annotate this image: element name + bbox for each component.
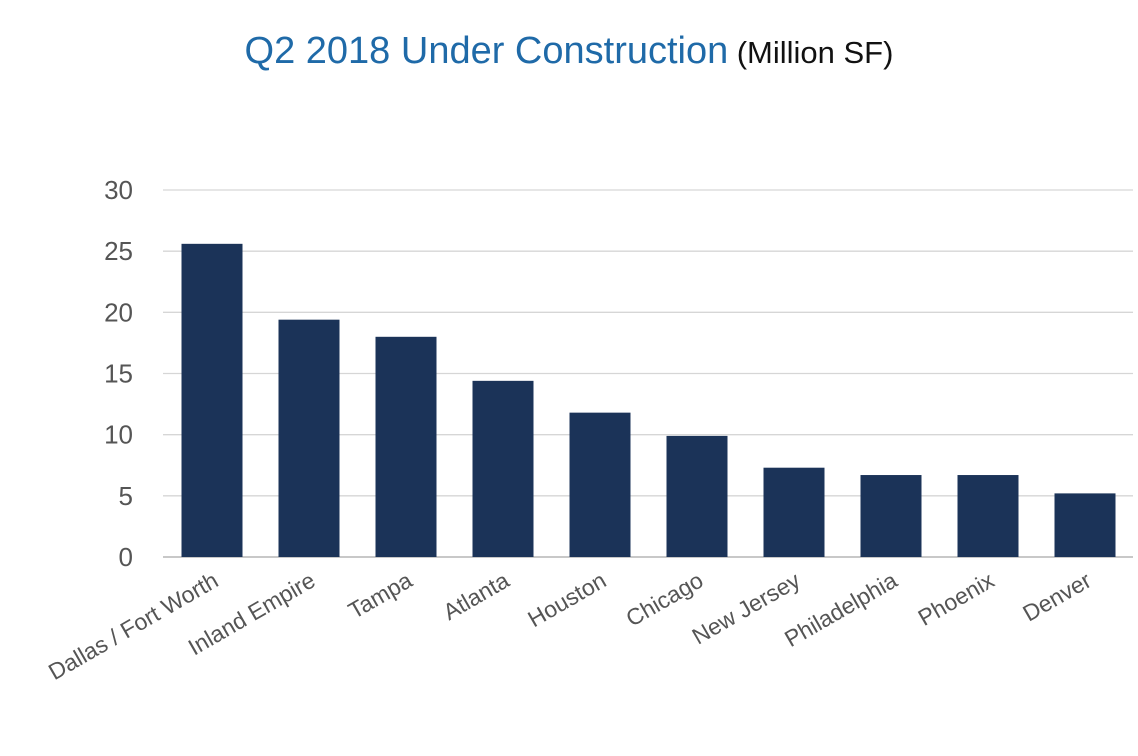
x-category-label: Denver xyxy=(1018,567,1096,627)
x-category-label: Phoenix xyxy=(914,567,999,631)
bar xyxy=(666,435,728,557)
x-category-label: Houston xyxy=(523,567,610,632)
y-tick-label: 25 xyxy=(104,236,133,266)
y-axis-ticks: 0 5 10 15 20 25 30 xyxy=(104,175,133,572)
y-tick-label: 10 xyxy=(104,420,133,450)
x-category-label: Atlanta xyxy=(438,567,513,625)
y-tick-label: 30 xyxy=(104,175,133,205)
chart-title-unit: (Million SF) xyxy=(736,35,894,70)
chart-title-main: Q2 2018 Under Construction xyxy=(244,30,729,72)
bar xyxy=(569,412,631,557)
y-tick-label: 5 xyxy=(119,481,133,511)
y-tick-label: 15 xyxy=(104,359,133,389)
bar xyxy=(181,243,243,557)
bar xyxy=(278,319,340,557)
bar xyxy=(957,475,1019,557)
bar xyxy=(1054,493,1116,557)
bar xyxy=(860,475,922,557)
bar xyxy=(763,467,825,557)
x-category-label: Tampa xyxy=(344,567,417,624)
bar xyxy=(472,380,534,557)
bar xyxy=(375,336,437,557)
y-tick-label: 0 xyxy=(119,542,133,572)
bars xyxy=(181,243,1116,557)
x-category-label: Dallas / Fort Worth xyxy=(44,567,223,685)
y-tick-label: 20 xyxy=(104,297,133,327)
chart-title: Q2 2018 Under Construction (Million SF) xyxy=(0,30,1138,73)
